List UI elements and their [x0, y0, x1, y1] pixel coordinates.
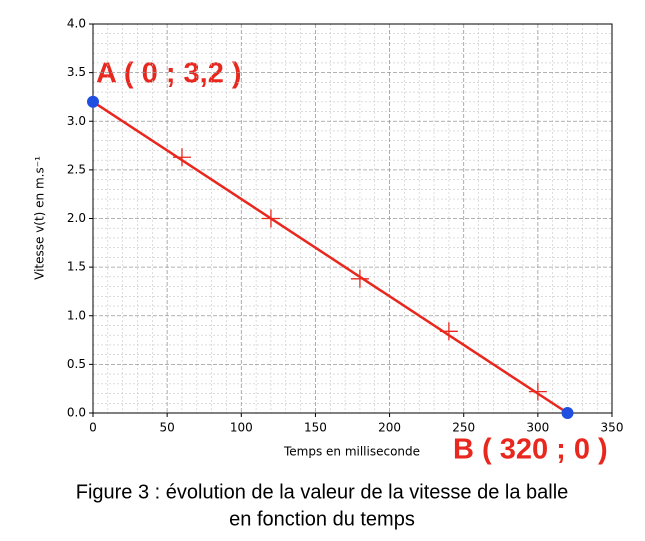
point-marker: [87, 95, 99, 108]
x-tick-label: 350: [601, 421, 624, 435]
y-tick-label: 1.0: [67, 308, 86, 322]
x-axis-label: Temps en milliseconde: [283, 445, 420, 459]
y-tick-label: 2.0: [67, 211, 86, 225]
cross-marker: [172, 148, 191, 167]
y-tick-label: 4.0: [67, 17, 86, 31]
caption: en fonction du temps: [229, 508, 415, 530]
annotation: A ( 0 ; 3,2 ): [96, 58, 242, 90]
y-tick-label: 1.5: [67, 260, 86, 274]
caption: Figure 3 : évolution de la valeur de la …: [76, 481, 569, 503]
cross-marker: [350, 269, 369, 288]
point-marker: [561, 407, 574, 419]
y-tick-label: 0.5: [67, 357, 86, 371]
line: [92, 100, 569, 415]
x-tick-label: 100: [230, 421, 253, 435]
x-tick-label: 250: [452, 421, 475, 435]
y-tick-label: 2.5: [67, 162, 86, 176]
x-tick-label: 50: [160, 421, 175, 435]
x-tick-label: 200: [378, 421, 401, 435]
x-tick-label: 150: [304, 421, 327, 435]
y-tick-label: 0.0: [67, 406, 86, 420]
x-tick-label: 0: [89, 421, 97, 435]
y-tick-label: 3.0: [67, 114, 86, 128]
cross-marker: [528, 382, 547, 401]
cross-marker: [439, 322, 458, 341]
annotation: B ( 320 ; 0 ): [453, 434, 608, 466]
y-tick-label: 3.5: [67, 65, 86, 79]
cross-marker: [261, 209, 280, 228]
plot-frame: [92, 23, 613, 414]
y-axis-label: Vitesse v(t) en m.s⁻¹: [33, 156, 47, 280]
x-tick-label: 300: [526, 421, 549, 435]
